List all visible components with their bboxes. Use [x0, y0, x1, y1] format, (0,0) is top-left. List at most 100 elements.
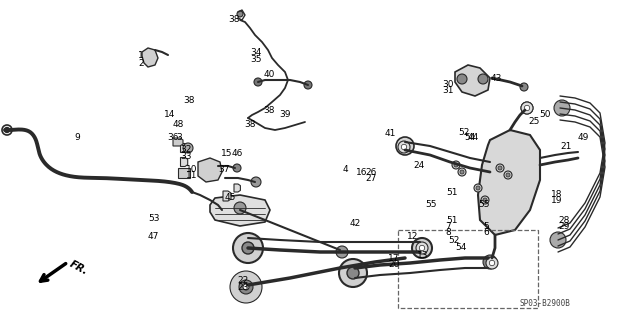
Text: 2: 2 [138, 59, 143, 68]
Text: 22: 22 [237, 276, 249, 285]
Circle shape [478, 74, 488, 84]
Text: 55: 55 [425, 200, 436, 209]
Text: 31: 31 [442, 86, 454, 95]
Circle shape [418, 244, 426, 252]
Circle shape [521, 102, 533, 114]
Circle shape [554, 100, 570, 116]
Text: 54: 54 [465, 133, 476, 142]
Text: 38: 38 [244, 120, 255, 129]
Circle shape [504, 171, 512, 179]
Circle shape [4, 128, 10, 132]
Circle shape [483, 198, 487, 202]
Circle shape [347, 267, 359, 279]
Bar [178, 168, 190, 178]
Text: 21: 21 [561, 142, 572, 151]
Circle shape [454, 163, 458, 167]
Text: 42: 42 [349, 219, 361, 228]
Text: 49: 49 [578, 133, 589, 142]
Circle shape [183, 143, 193, 153]
Text: 51: 51 [447, 189, 458, 197]
Text: 41: 41 [385, 130, 396, 138]
Circle shape [412, 238, 432, 258]
Circle shape [506, 173, 510, 177]
Circle shape [251, 177, 261, 187]
Text: 30: 30 [442, 80, 454, 89]
Polygon shape [478, 130, 540, 235]
Circle shape [419, 245, 425, 251]
Text: 29: 29 [559, 222, 570, 231]
Polygon shape [180, 144, 188, 152]
Circle shape [520, 83, 528, 91]
Text: 55: 55 [479, 200, 490, 209]
Text: 50: 50 [540, 110, 551, 119]
Text: 35: 35 [250, 55, 262, 63]
Circle shape [521, 102, 533, 114]
Circle shape [243, 284, 249, 290]
Text: 7: 7 [445, 222, 451, 231]
Text: 15: 15 [221, 149, 233, 158]
Circle shape [336, 246, 348, 258]
Text: 18: 18 [551, 190, 563, 199]
Circle shape [457, 74, 467, 84]
Text: 38: 38 [228, 15, 239, 24]
Text: 14: 14 [164, 110, 175, 119]
Text: 20: 20 [388, 260, 399, 269]
Circle shape [233, 164, 241, 172]
Polygon shape [234, 184, 241, 192]
Polygon shape [210, 195, 270, 226]
Polygon shape [198, 158, 222, 182]
Circle shape [496, 164, 504, 172]
Polygon shape [180, 158, 188, 167]
Text: SP03-B2900B: SP03-B2900B [520, 299, 570, 308]
Text: 25: 25 [529, 117, 540, 126]
Text: 37: 37 [218, 165, 230, 174]
Circle shape [483, 255, 497, 269]
Circle shape [481, 196, 489, 204]
Circle shape [452, 161, 460, 169]
Text: 10: 10 [186, 165, 198, 174]
Text: 39: 39 [279, 110, 291, 119]
Text: 26: 26 [365, 168, 377, 177]
Polygon shape [173, 138, 183, 146]
Circle shape [416, 242, 428, 254]
Text: 28: 28 [559, 216, 570, 225]
Circle shape [476, 186, 480, 190]
Text: 47: 47 [148, 232, 159, 241]
Text: 1: 1 [138, 51, 143, 60]
Circle shape [524, 105, 530, 111]
Text: 52: 52 [458, 128, 470, 137]
Text: 6: 6 [484, 228, 489, 237]
Text: 8: 8 [445, 228, 451, 237]
Circle shape [401, 144, 406, 150]
Circle shape [254, 78, 262, 86]
Circle shape [304, 81, 312, 89]
Text: 33: 33 [180, 152, 191, 161]
Text: 54: 54 [455, 243, 467, 252]
Circle shape [230, 271, 262, 303]
Text: 4: 4 [343, 165, 348, 174]
Circle shape [396, 137, 414, 155]
Circle shape [458, 168, 466, 176]
Polygon shape [455, 65, 490, 96]
Circle shape [398, 141, 410, 153]
Circle shape [233, 233, 263, 263]
Text: 44: 44 [468, 133, 479, 142]
Text: 51: 51 [447, 216, 458, 225]
Text: 16: 16 [356, 168, 367, 177]
Text: 52: 52 [449, 236, 460, 245]
Text: 38: 38 [263, 106, 275, 115]
Text: 46: 46 [231, 149, 243, 158]
Text: 36: 36 [167, 133, 179, 142]
Circle shape [498, 166, 502, 170]
Text: 13: 13 [417, 251, 428, 260]
Text: 40: 40 [263, 70, 275, 79]
Circle shape [339, 259, 367, 287]
Circle shape [242, 242, 254, 254]
Text: 12: 12 [407, 232, 419, 241]
Text: 34: 34 [250, 48, 262, 57]
Circle shape [474, 184, 482, 192]
Circle shape [239, 280, 253, 294]
Text: 32: 32 [180, 145, 191, 154]
Text: 24: 24 [413, 161, 425, 170]
Circle shape [550, 232, 566, 248]
